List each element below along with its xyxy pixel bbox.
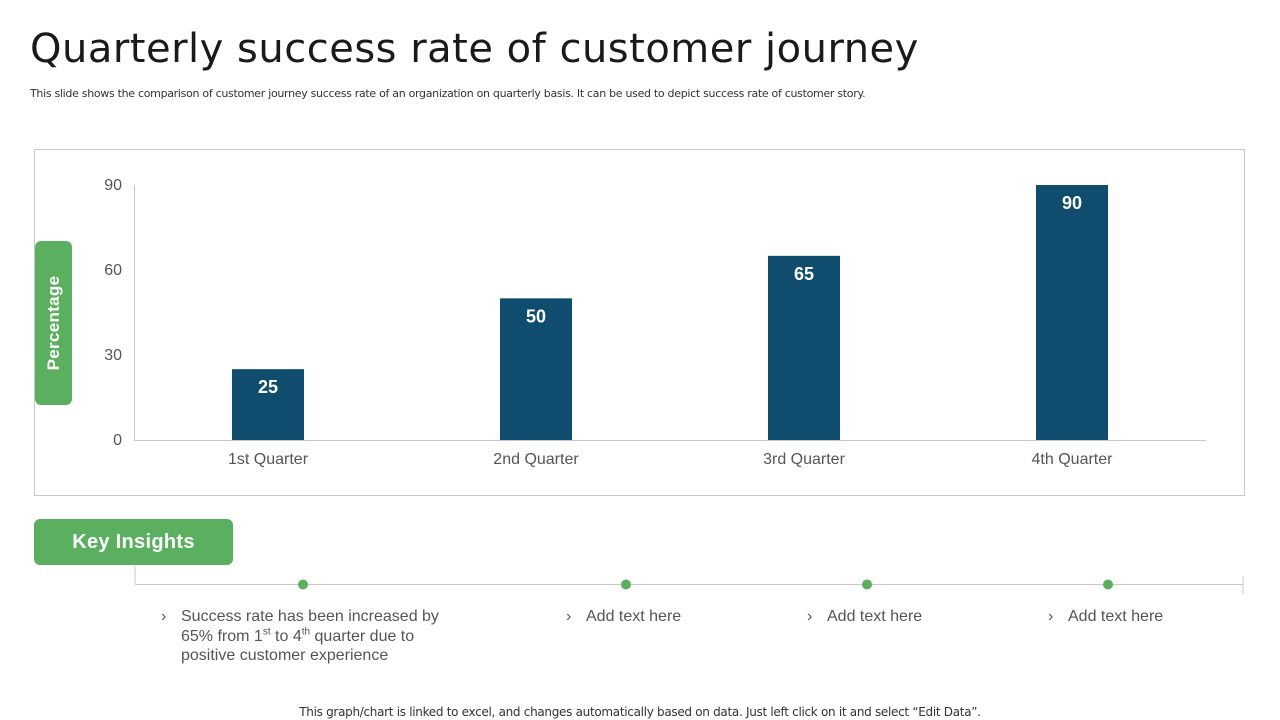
timeline-dot [862, 579, 872, 590]
chevron-right-icon: › [1048, 608, 1054, 625]
insight-item: › Add text here [807, 607, 1007, 627]
page-subtitle: This slide shows the comparison of custo… [30, 87, 866, 100]
x-tick-label: 4th Quarter [1032, 451, 1114, 468]
timeline-dot [298, 579, 308, 590]
chevron-right-icon: › [566, 608, 572, 625]
timeline-dot [1103, 579, 1113, 590]
y-tick-label: 30 [104, 347, 122, 364]
x-tick-label: 2nd Quarter [493, 451, 579, 468]
timeline-dot [621, 579, 631, 590]
bar[interactable] [500, 298, 572, 440]
bar-data-label: 90 [1062, 193, 1082, 213]
bar[interactable] [1036, 185, 1108, 440]
bar-data-label: 50 [526, 306, 546, 326]
x-tick-label: 1st Quarter [228, 451, 309, 468]
y-tick-label: 90 [104, 177, 122, 194]
insight-item: › Add text here [566, 607, 766, 627]
bar[interactable] [768, 255, 840, 440]
y-axis-label-pill [35, 241, 72, 405]
insight-text[interactable]: Add text here [1068, 608, 1164, 625]
y-tick-label: 60 [104, 262, 122, 279]
insight-text[interactable]: Add text here [586, 608, 682, 625]
bar-data-label: 65 [794, 264, 814, 284]
bar[interactable] [232, 369, 304, 440]
y-tick-label: 0 [113, 432, 122, 449]
chart-frame[interactable] [34, 149, 1245, 496]
footer-note: This graph/chart is linked to excel, and… [299, 705, 981, 719]
insight-item: › Success rate has been increased by 65%… [161, 607, 451, 666]
chevron-right-icon: › [161, 608, 167, 625]
page-title: Quarterly success rate of customer journ… [30, 26, 919, 72]
insight-item: › Add text here [1048, 607, 1248, 627]
key-insights-button[interactable]: Key Insights [34, 519, 233, 565]
insight-text: Success rate has been increased by 65% f… [181, 608, 439, 664]
chevron-right-icon: › [807, 608, 813, 625]
x-tick-label: 3rd Quarter [763, 451, 845, 468]
insight-text[interactable]: Add text here [827, 608, 923, 625]
bar-data-label: 25 [258, 377, 278, 397]
